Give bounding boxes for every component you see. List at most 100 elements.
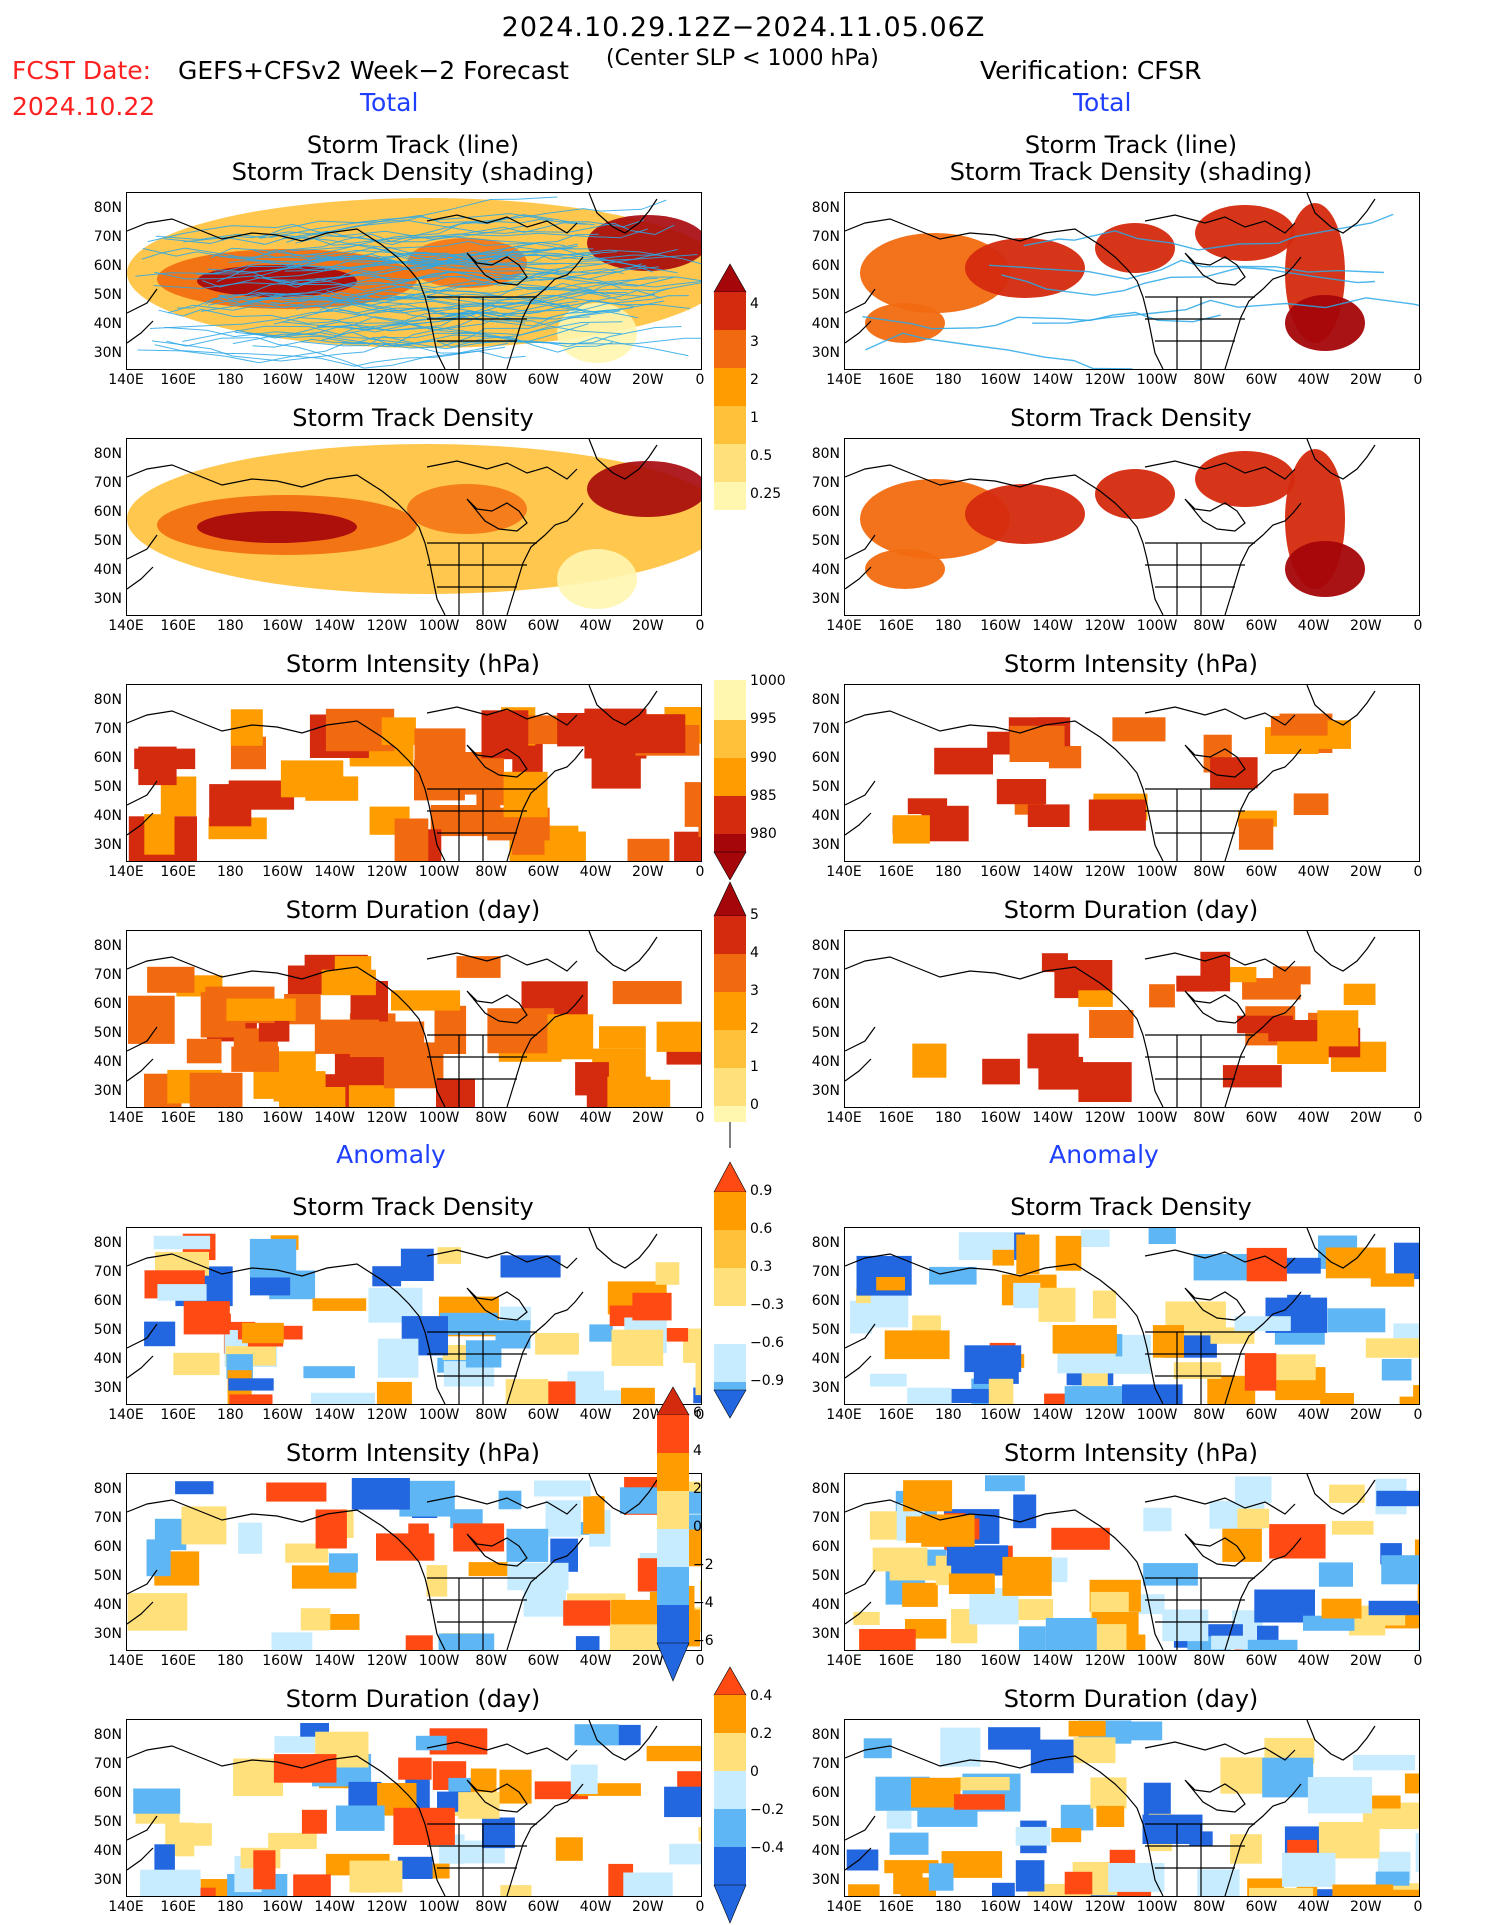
map-density-right [844,438,1420,616]
lon-tick: 160E [160,1899,196,1915]
lon-tick: 100W [418,864,460,880]
lat-tick: 70N [811,967,840,983]
lon-tick: 60W [527,1110,560,1126]
lon-tick: 120W [366,1110,408,1126]
lon-tick: 140W [1032,1899,1073,1915]
lon-tick: 160W [980,1899,1021,1915]
lon-tick: 160E [160,1407,196,1423]
cb-duration-anom-2: 0 [750,1764,759,1780]
criterion-label: (Center SLP < 1000 hPa) [606,46,879,71]
lon-tick: 0 [1413,1407,1423,1423]
lon-tick: 180 [934,618,962,634]
lon-tick: 120W [1084,864,1126,880]
fcst-date: 2024.10.22 [12,92,156,121]
lon-tick: 60W [1245,618,1278,634]
lon-tick: 120W [1084,372,1126,388]
lon-tick: 80W [475,1899,508,1915]
cb-intensity-total-3: 985 [750,788,777,804]
lat-tick: 70N [811,1264,840,1280]
lat-tick: 40N [811,1054,840,1070]
map-duration-left [126,930,702,1108]
lon-tick: 60W [1245,864,1278,880]
lon-tick: 140E [108,372,144,388]
lat-tick: 50N [93,779,122,795]
lat-tick: 80N [93,1235,122,1251]
lon-tick: 140E [826,618,862,634]
lon-tick: 100W [1136,1110,1178,1126]
lon-tick: 40W [1297,1407,1330,1423]
cb-duration-total-0: 5 [750,907,759,923]
lon-tick: 60W [527,1899,560,1915]
lon-tick: 180 [216,1899,244,1915]
lon-tick: 20W [631,1899,664,1915]
lon-tick: 140E [108,1899,144,1915]
lat-tick: 50N [811,1025,840,1041]
cb-duration-anom-0: 0.4 [750,1688,773,1704]
lon-tick: 0 [695,1899,705,1915]
colorbar-density-total [713,263,747,510]
map-density-anom-right [844,1227,1420,1405]
lat-tick: 40N [811,1351,840,1367]
lat-tick: 50N [93,1568,122,1584]
lon-tick: 0 [1413,864,1423,880]
lon-tick: 80W [1193,1110,1226,1126]
cb-duration-total-2: 3 [750,983,759,999]
lon-tick: 160E [878,372,914,388]
lat-tick: 40N [811,316,840,332]
panel-title-density-anom-right: Storm Track Density [1010,1193,1252,1221]
cb-intensity-total-4: 980 [750,826,777,842]
lon-tick: 180 [934,1899,962,1915]
lon-tick: 120W [1084,1653,1126,1669]
lon-tick: 180 [934,864,962,880]
lon-tick: 80W [475,1653,508,1669]
lon-tick: 140E [826,864,862,880]
lat-tick: 40N [93,1597,122,1613]
cb-duration-total-4: 1 [750,1059,759,1075]
cb-intensity-anom-1: 4 [693,1443,702,1459]
panel-title-duration-right: Storm Duration (day) [1003,896,1259,924]
verification-label: Verification: CFSR [980,56,1202,85]
lon-tick: 160E [160,372,196,388]
lon-tick: 80W [475,1110,508,1126]
lon-tick: 100W [418,618,460,634]
lat-tick: 80N [811,692,840,708]
lat-tick: 50N [93,287,122,303]
lat-tick: 40N [811,562,840,578]
lon-tick: 60W [527,1653,560,1669]
cb-intensity-anom-2: 2 [693,1481,702,1497]
cb-density-total-0: 4 [750,296,759,312]
lon-tick: 60W [1245,1653,1278,1669]
lon-tick: 140E [826,1110,862,1126]
panel-title-density-anom-left: Storm Track Density [292,1193,534,1221]
lat-tick: 60N [93,1785,122,1801]
lon-tick: 20W [631,864,664,880]
lon-tick: 0 [1413,372,1423,388]
lat-tick: 70N [93,1756,122,1772]
colorbar-intensity-anom [656,1386,690,1682]
lat-tick: 60N [811,504,840,520]
lon-tick: 80W [1193,1899,1226,1915]
lon-tick: 160E [878,1110,914,1126]
lon-tick: 40W [1297,864,1330,880]
lon-tick: 40W [579,1110,612,1126]
lon-tick: 120W [366,618,408,634]
lat-tick: 60N [93,1293,122,1309]
lon-tick: 140E [826,372,862,388]
lon-tick: 20W [1349,1899,1382,1915]
panel-title-duration-anom-left: Storm Duration (day) [285,1685,541,1713]
lon-tick: 40W [579,1899,612,1915]
cb-density-anom-5: −0.9 [750,1373,784,1389]
panel-title-track-right-0: Storm Track (line) [1024,131,1238,159]
lon-tick: 140W [314,372,355,388]
lat-tick: 60N [811,1785,840,1801]
lat-tick: 70N [93,475,122,491]
lat-tick: 60N [93,1539,122,1555]
lon-tick: 180 [934,372,962,388]
lon-tick: 140E [826,1407,862,1423]
cb-density-anom-2: 0.3 [750,1259,773,1275]
lon-tick: 180 [216,1407,244,1423]
lat-tick: 50N [811,287,840,303]
lon-tick: 20W [1349,372,1382,388]
colorbar-intensity-total [713,680,747,880]
lat-tick: 70N [93,1510,122,1526]
